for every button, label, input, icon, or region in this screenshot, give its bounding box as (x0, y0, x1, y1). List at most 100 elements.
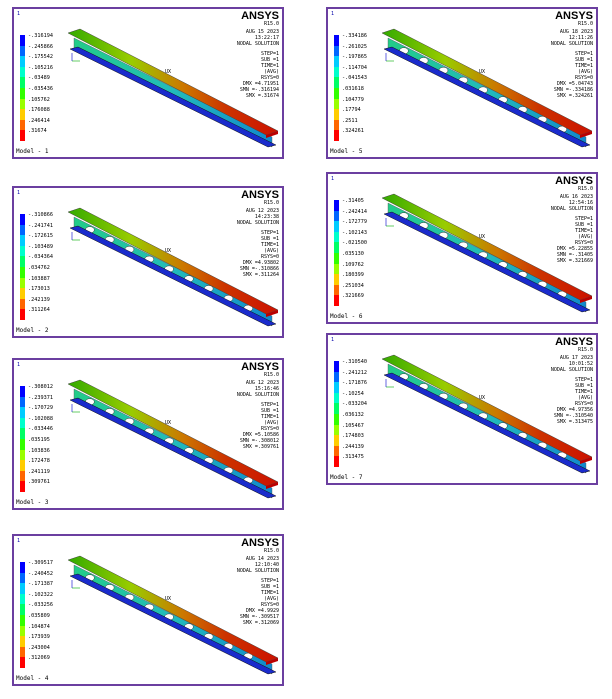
legend-value: .035809 (28, 613, 50, 619)
legend-value: .2511 (342, 118, 358, 124)
legend-swatch (20, 481, 25, 492)
release-label: R15.0 (264, 372, 279, 378)
legend-value: .103887 (28, 276, 50, 282)
legend-entry: .321669 (334, 295, 394, 306)
legend-swatch (20, 573, 25, 584)
ansys-result-panel-7: 1 ANSYS R15.0 AUG 14 2023 12:10:40 NODAL… (12, 534, 284, 686)
legend-swatch (20, 397, 25, 408)
legend-swatch (334, 232, 339, 243)
legend-value: .180399 (342, 272, 364, 278)
legend-swatch (20, 439, 25, 450)
legend-value: -.261025 (342, 44, 367, 50)
ansys-result-panel-3: 1 ANSYS R15.0 AUG 12 2023 14:23:38 NODAL… (12, 186, 284, 338)
solution-info: AUG 17 2023 10:01:52 NODAL SOLUTION STEP… (473, 355, 593, 425)
legend-swatch (20, 214, 25, 225)
legend-swatch (20, 460, 25, 471)
legend-swatch (20, 386, 25, 397)
legend-value: .241119 (28, 469, 50, 475)
solution-info: AUG 15 2023 13:22:17 NODAL SOLUTION STEP… (159, 29, 279, 99)
smx-label: SMX =.31674 (159, 93, 279, 99)
legend-swatch (20, 256, 25, 267)
ansys-result-panel-2: 1 ANSYS R15.0 AUG 18 2023 12:11:26 NODAL… (326, 7, 598, 159)
smx-label: SMX =.321669 (473, 258, 593, 264)
release-label: R15.0 (264, 548, 279, 554)
ux-label: UX (159, 420, 171, 426)
release-label: R15.0 (578, 186, 593, 192)
ansys-result-panel-6: 1 ANSYS R15.0 AUG 17 2023 10:01:52 NODAL… (326, 333, 598, 485)
legend-value: .311264 (28, 307, 50, 313)
legend-value: -.170729 (28, 405, 53, 411)
ux-label: UX (473, 234, 485, 240)
legend-value: -.102143 (342, 230, 367, 236)
ansys-result-panel-5: 1 ANSYS R15.0 AUG 12 2023 15:16:46 NODAL… (12, 358, 284, 510)
solution-info: AUG 12 2023 15:16:46 NODAL SOLUTION STEP… (159, 380, 279, 450)
legend-value: .031618 (342, 86, 364, 92)
legend-swatch (20, 657, 25, 668)
legend-value: -.172615 (28, 233, 53, 239)
legend-value: -.309517 (28, 560, 53, 566)
legend-value: .034762 (28, 265, 50, 271)
legend-swatch (20, 46, 25, 57)
legend-value: .105467 (342, 423, 364, 429)
legend-swatch (20, 77, 25, 88)
legend-swatch (20, 278, 25, 289)
legend-value: -.10254 (342, 391, 364, 397)
legend-value: -.241741 (28, 223, 53, 229)
legend-value: .242139 (28, 297, 50, 303)
legend-swatch (20, 267, 25, 278)
legend-swatch (334, 221, 339, 232)
legend-value: -.310540 (342, 359, 367, 365)
legend-swatch (20, 67, 25, 78)
legend-value: -.171387 (28, 581, 53, 587)
solution-info: AUG 18 2023 12:11:26 NODAL SOLUTION STEP… (473, 29, 593, 99)
ansys-result-panel-1: 1 ANSYS R15.0 AUG 15 2023 13:22:17 NODAL… (12, 7, 284, 159)
legend-value: -.03489 (28, 75, 50, 81)
legend-entry: .31674 (20, 130, 80, 141)
legend-value: -.197865 (342, 54, 367, 60)
legend-entry: .311264 (20, 309, 80, 320)
legend-swatch (20, 225, 25, 236)
solution-info: AUG 14 2023 12:10:40 NODAL SOLUTION STEP… (159, 556, 279, 626)
legend-swatch (20, 562, 25, 573)
legend-swatch (20, 120, 25, 131)
smx-label: SMX =.313475 (473, 419, 593, 425)
ansys-result-panel-4: 1 ANSYS R15.0 AUG 16 2023 12:54:16 NODAL… (326, 172, 598, 324)
legend-value: .109762 (342, 262, 364, 268)
release-label: R15.0 (578, 21, 593, 27)
legend-swatch (334, 200, 339, 211)
legend-swatch (334, 295, 339, 306)
legend-swatch (334, 403, 339, 414)
model-label: Model - 2 (16, 327, 49, 334)
ux-label: UX (159, 248, 171, 254)
legend-value: -.31405 (342, 198, 364, 204)
legend-swatch (20, 594, 25, 605)
legend-swatch (20, 235, 25, 246)
legend-swatch (20, 418, 25, 429)
legend-value: -.245866 (28, 44, 53, 50)
model-label: Model - 4 (16, 675, 49, 682)
legend-value: .173013 (28, 286, 50, 292)
legend-value: .172478 (28, 458, 50, 464)
legend-value: .31674 (28, 128, 47, 134)
legend-swatch (20, 428, 25, 439)
legend-swatch (334, 35, 339, 46)
legend-swatch (334, 253, 339, 264)
legend-value: -.308012 (28, 384, 53, 390)
legend-swatch (334, 393, 339, 404)
legend-value: -.033446 (28, 426, 53, 432)
legend-swatch (20, 309, 25, 320)
legend-value: -.114704 (342, 65, 367, 71)
ux-label: UX (159, 596, 171, 602)
legend-value: .174803 (342, 433, 364, 439)
legend-swatch (20, 35, 25, 46)
legend-value: -.240452 (28, 571, 53, 577)
solution-info: AUG 12 2023 14:23:38 NODAL SOLUTION STEP… (159, 208, 279, 278)
legend-value: .035130 (342, 251, 364, 257)
legend-value: .104779 (342, 97, 364, 103)
legend-value: -.242414 (342, 209, 367, 215)
legend-swatch (334, 88, 339, 99)
contour-legend: -.31405 -.242414 -.172779 -.102143 -.021500.… (334, 200, 394, 306)
legend-value: -.239371 (28, 395, 53, 401)
legend-swatch (20, 615, 25, 626)
legend-value: .313475 (342, 454, 364, 460)
